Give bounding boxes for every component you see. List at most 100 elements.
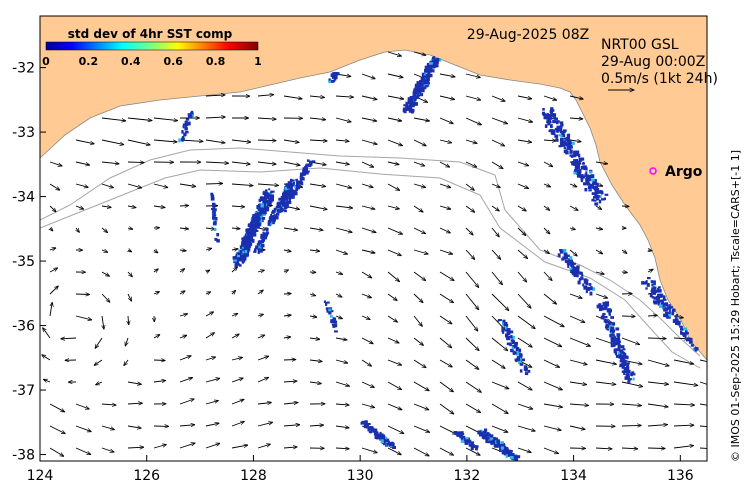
sst-patch-pixel [494, 444, 499, 448]
sst-patch-pixel [309, 160, 313, 165]
current-vector [231, 313, 238, 316]
current-vector [153, 139, 177, 142]
current-vector [283, 403, 298, 405]
sst-patch-pixel [616, 349, 621, 352]
sst-patch-pixel [554, 117, 558, 121]
current-vector [205, 228, 215, 229]
sst-patch-pixel [565, 259, 569, 263]
sst-patch-pixel [590, 286, 593, 291]
current-vector [335, 338, 347, 340]
sst-patch-pixel [426, 65, 430, 69]
sst-patch-pixel [496, 441, 500, 445]
sst-patch-pixel [283, 210, 287, 213]
sst-patch-pixel [653, 283, 656, 286]
sst-patch-pixel [405, 105, 408, 108]
current-vector [491, 183, 500, 188]
sst-patch-pixel [577, 170, 581, 174]
sst-patch-pixel [370, 430, 373, 434]
sst-patch-pixel [266, 192, 270, 197]
sst-patch-pixel [421, 82, 424, 87]
sst-patch-pixel [364, 420, 368, 425]
current-vector [257, 118, 276, 119]
sst-patch-pixel [427, 72, 430, 77]
sst-patch-pixel [265, 205, 269, 209]
sst-patch-pixel [567, 264, 570, 268]
current-vector [439, 73, 455, 77]
sst-patch-pixel [654, 289, 658, 293]
sst-patch-pixel [518, 348, 522, 353]
current-vector [387, 73, 403, 78]
current-vector [205, 162, 229, 163]
argo-float-marker[interactable] [649, 167, 657, 175]
sst-patch-pixel [619, 359, 623, 363]
sst-patch-pixel [651, 287, 655, 292]
current-vector [387, 403, 402, 410]
sst-patch-pixel [672, 319, 676, 323]
sst-patch-pixel [386, 440, 391, 444]
sst-patch-pixel [688, 340, 693, 344]
sst-patch-pixel [489, 435, 493, 438]
sst-patch-pixel [184, 120, 188, 125]
current-vector [309, 316, 317, 317]
sst-patch-pixel [601, 191, 604, 195]
current-vector [127, 271, 132, 277]
current-vector [153, 292, 159, 294]
sst-patch-pixel [519, 357, 522, 361]
sst-patch-pixel [286, 192, 289, 195]
sst-patch-pixel [268, 217, 272, 221]
sst-patch-pixel [287, 201, 292, 204]
sst-patch-pixel [282, 199, 286, 203]
sst-patch-pixel [437, 58, 442, 62]
current-vector [517, 117, 533, 122]
current-vector [413, 249, 428, 254]
sst-patch-pixel [514, 342, 518, 347]
sst-patch-pixel [328, 78, 331, 81]
x-tick-label: 136 [667, 468, 694, 484]
sst-patch-pixel [185, 131, 189, 134]
sst-patch-pixel [326, 308, 330, 313]
sst-patch-pixel [575, 152, 579, 157]
sst-patch-pixel [282, 201, 287, 206]
current-vector [231, 334, 239, 339]
colorbar-tick-label: 0.4 [121, 55, 141, 68]
x-tick-label: 128 [240, 468, 267, 484]
current-vector [413, 161, 425, 166]
sst-patch-pixel [490, 440, 494, 444]
sst-patch-pixel [542, 108, 545, 111]
sst-patch-pixel [258, 248, 263, 253]
sst-patch-pixel [456, 434, 460, 437]
sst-patch-pixel [559, 141, 564, 145]
sst-patch-pixel [561, 132, 564, 135]
sst-patch-pixel [304, 171, 309, 175]
colorbar-tick-label: 0.6 [163, 55, 183, 68]
colorbar-tick-label: 1 [254, 55, 262, 68]
sst-patch-pixel [667, 312, 671, 315]
current-vector [491, 139, 505, 146]
sst-patch-pixel [657, 302, 660, 306]
current-vector [127, 382, 141, 384]
sst-patch-pixel [594, 193, 598, 198]
current-vector [335, 448, 349, 449]
sst-patch-pixel [242, 250, 245, 254]
credit-label: © IMOS 01-Sep-2025 15:29 Hobart; Tscale=… [729, 150, 742, 462]
current-vector [335, 359, 348, 363]
sst-patch-pixel [326, 301, 330, 304]
current-vector [101, 117, 126, 121]
sst-patch-pixel [548, 129, 552, 132]
sst-patch-pixel [602, 301, 606, 305]
sst-patch-pixel [375, 434, 380, 439]
sst-patch-pixel [470, 446, 474, 451]
sst-patch-pixel [694, 349, 698, 352]
sst-patch-pixel [257, 250, 260, 254]
sst-patch-pixel [188, 121, 191, 126]
sst-patch-pixel [255, 223, 259, 227]
sst-patch-pixel [333, 320, 338, 324]
sst-patch-pixel [512, 350, 515, 355]
sst-patch-pixel [260, 205, 263, 210]
current-vector [205, 333, 214, 339]
sst-patch-pixel [507, 453, 511, 457]
current-vector [387, 359, 402, 365]
sst-patch-pixel [583, 182, 587, 186]
sst-patch-pixel [297, 184, 300, 187]
current-time-label: 29-Aug 00:00Z [601, 54, 705, 70]
